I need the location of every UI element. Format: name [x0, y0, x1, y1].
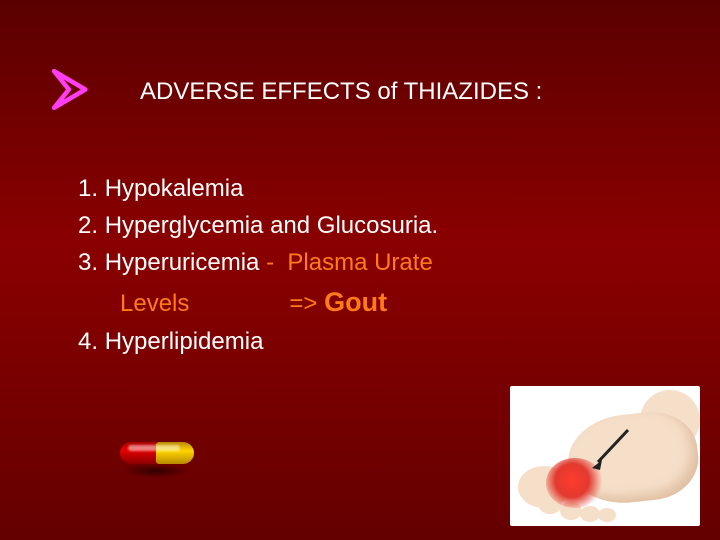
list-item: 4. Hyperlipidemia [78, 323, 638, 360]
gout-emphasis: Gout [324, 287, 387, 317]
list-item: 2. Hyperglycemia and Glucosuria. [78, 207, 638, 244]
slide-title: ADVERSE EFFECTS of THIAZIDES : [140, 78, 542, 106]
list-item: 3. Hyperuricemia - Plasma Urate [78, 244, 638, 281]
slide: ADVERSE EFFECTS of THIAZIDES : 1. Hypoka… [0, 0, 720, 540]
right-arrow-icon [45, 62, 100, 117]
pointer-arrow-icon [588, 426, 634, 472]
list-item-continuation: Levels => Gout [120, 282, 638, 324]
effects-list: 1. Hypokalemia 2. Hyperglycemia and Gluc… [78, 170, 638, 361]
gout-foot-illustration [510, 386, 700, 526]
capsule-pill-icon [116, 440, 196, 474]
list-item: 1. Hypokalemia [78, 170, 638, 207]
